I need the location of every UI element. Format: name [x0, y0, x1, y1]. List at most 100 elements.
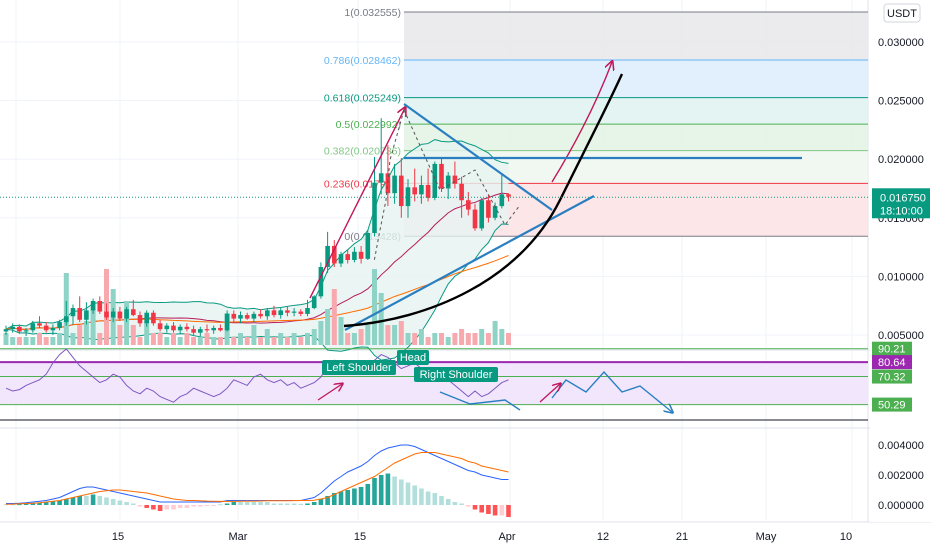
volume-bar	[331, 289, 337, 345]
current-price-value: 0.016750	[880, 192, 926, 204]
macd-histogram-bar	[405, 482, 411, 505]
volume-bar	[271, 337, 277, 345]
time-tick-label: Apr	[498, 531, 515, 543]
tag-background	[397, 350, 429, 365]
currency-badge: USDT	[883, 3, 921, 23]
candle-body	[124, 309, 129, 319]
volume-bar	[392, 325, 398, 345]
macd-histogram-bar	[318, 499, 324, 505]
axis-background	[870, 0, 932, 522]
volume-bar	[378, 293, 384, 345]
fib-zone	[404, 97, 868, 125]
macd-histogram-bar	[231, 502, 237, 505]
macd-histogram-bar	[244, 502, 250, 505]
macd-histogram-bar	[124, 502, 129, 505]
rsi-level-tag: 50.29	[872, 397, 912, 412]
macd-histogram-bar	[157, 505, 163, 511]
macd-histogram-bar	[3, 504, 9, 506]
candle-body	[271, 310, 277, 316]
macd-histogram-bar	[164, 505, 170, 510]
fib-layer: 1(0.032555) 0.786(0.028462) 0.618(0.025249…	[324, 7, 868, 243]
candle-body	[466, 200, 471, 210]
volume-bar	[492, 321, 498, 345]
candle-body	[70, 308, 76, 317]
rsi-level-box	[872, 369, 912, 384]
macd-histogram-bar	[77, 496, 82, 505]
candle-body	[84, 310, 89, 320]
triangle-lower-line	[344, 195, 595, 331]
candle-body	[492, 206, 498, 218]
macd-histogram-bar	[506, 505, 511, 517]
macd-histogram-bar	[479, 505, 484, 513]
candle-body	[23, 330, 29, 332]
fib-zone	[404, 124, 868, 151]
rsi-level-tag: 90.21	[872, 341, 912, 356]
volume-bar	[124, 301, 130, 345]
rsi-level-box	[872, 355, 912, 370]
candle-body	[412, 187, 417, 195]
time-tick-label: 21	[676, 531, 688, 543]
macd-histogram-bar	[198, 505, 203, 507]
candle-body	[37, 323, 42, 326]
candle-body	[372, 182, 377, 234]
macd-histogram-bar	[177, 505, 183, 508]
candle-body	[399, 175, 404, 207]
macd-histogram-bar	[499, 505, 505, 516]
fib-label: 0.5(0.022992)	[336, 119, 401, 131]
volume-bar	[130, 325, 136, 345]
volume-bar	[231, 337, 237, 345]
candle-body	[385, 173, 391, 194]
parabolic-curve	[343, 73, 624, 328]
macd-histogram-bar	[392, 476, 397, 505]
candle-body	[238, 315, 243, 319]
volume-bar	[43, 337, 49, 345]
macd-histogram-bar	[378, 475, 384, 505]
macd-histogram-bar	[291, 503, 297, 505]
candle-body	[472, 209, 478, 229]
time-axis: 15 Mar 15 Apr 12 21 May 10	[112, 531, 852, 543]
macd-histogram-bar	[298, 503, 304, 505]
fib-label: 0.618(0.025249)	[324, 93, 401, 105]
macd-histogram-bar	[211, 505, 216, 506]
volume-bar	[432, 333, 438, 345]
volume-bar	[144, 321, 150, 345]
candle-body	[117, 311, 123, 319]
macd-histogram-bar	[144, 505, 149, 508]
volume-bar	[418, 329, 424, 345]
macd-histogram-bar	[352, 488, 357, 505]
volume-bar	[485, 333, 491, 345]
rsi-arrow	[317, 384, 342, 401]
volume-bar	[77, 325, 83, 345]
macd-histogram-bar	[57, 500, 62, 505]
candle-body	[479, 200, 484, 229]
macd-histogram-bar	[110, 499, 116, 505]
macd-histogram-bar	[472, 505, 478, 510]
candle-body	[325, 245, 330, 268]
macd-tick-label: 0.002000	[878, 470, 924, 482]
trend-arrow	[309, 108, 405, 299]
label-right-shoulder: Right Shoulder	[414, 367, 498, 382]
candle-body	[265, 310, 270, 317]
candle-body	[3, 329, 9, 332]
projection-arrow	[551, 62, 612, 183]
volume-bar	[445, 337, 451, 345]
macd-histogram-bar	[466, 505, 471, 507]
volume-bar	[311, 329, 317, 345]
price-tick-label: 0.010000	[878, 271, 924, 283]
volume-bar	[425, 337, 431, 345]
rsi-projection	[551, 370, 672, 412]
time-tick-label: 15	[354, 531, 366, 543]
volume-bar	[150, 333, 156, 345]
tag-background	[414, 367, 498, 382]
candle-body	[506, 194, 511, 197]
volume-bar	[83, 321, 89, 345]
volume-bar	[398, 321, 404, 345]
volume-bar	[217, 337, 223, 345]
volume-bar	[37, 333, 42, 345]
candle-body	[258, 313, 263, 317]
candle-body	[499, 194, 505, 207]
volume-bar	[305, 333, 310, 345]
volume-bar	[298, 337, 304, 345]
